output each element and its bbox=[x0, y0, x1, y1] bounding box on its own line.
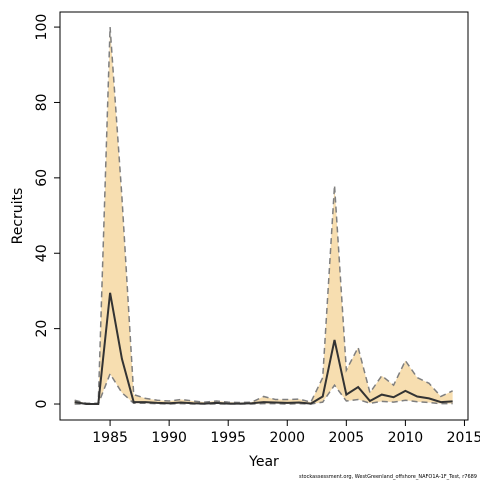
x-tick-label: 1995 bbox=[210, 430, 246, 446]
x-tick-label: 1990 bbox=[151, 430, 187, 446]
y-tick-label: 60 bbox=[34, 169, 50, 187]
x-tick-label: 1985 bbox=[92, 430, 128, 446]
plot-frame bbox=[59, 11, 469, 421]
y-tick-label: 20 bbox=[34, 320, 50, 338]
x-axis-label: Year bbox=[248, 454, 279, 470]
confidence-band bbox=[74, 27, 453, 405]
lower-bound bbox=[74, 372, 453, 405]
upper-bound bbox=[74, 27, 453, 405]
estimate-line bbox=[74, 292, 453, 406]
x-tick-label: 2000 bbox=[269, 430, 305, 446]
x-tick-label: 2005 bbox=[329, 430, 365, 446]
annotation: stockassessment.org, WestGreenland_offsh… bbox=[299, 474, 477, 480]
y-tick-label: 40 bbox=[34, 244, 50, 262]
y-axis-label: Recruits bbox=[10, 188, 26, 245]
x-tick-label: 2010 bbox=[388, 430, 424, 446]
y-tick-label: 100 bbox=[34, 14, 50, 41]
y-tick-label: 80 bbox=[34, 94, 50, 112]
y-tick-label: 0 bbox=[34, 400, 50, 409]
x-tick-label: 2015 bbox=[447, 430, 480, 446]
